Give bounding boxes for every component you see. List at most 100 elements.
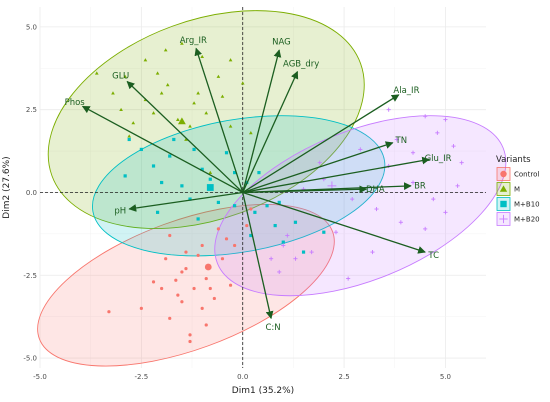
point-m-b20 xyxy=(435,130,440,135)
ellipse-control xyxy=(37,203,335,367)
point-m-b20 xyxy=(451,144,456,149)
point-m-b20 xyxy=(281,243,286,248)
variable-label-nag: NAG xyxy=(272,37,291,47)
point-m xyxy=(155,71,160,75)
point-m xyxy=(176,117,180,121)
point-control xyxy=(184,267,188,271)
point-m-b20 xyxy=(317,160,322,165)
point-control xyxy=(249,207,253,211)
point-control xyxy=(188,339,192,344)
point-m xyxy=(184,137,188,141)
point-m-b20 xyxy=(374,206,379,212)
point-m-b20 xyxy=(423,226,428,231)
point-m-b20 xyxy=(394,137,399,142)
variable-arrows: NAG AGB_dry Arg_IR GLU Phos Ala_IR TN Glu_IR BR D… xyxy=(65,36,452,333)
point-m-b10 xyxy=(160,180,164,185)
arrow-tc xyxy=(242,191,426,254)
point-control xyxy=(192,286,196,291)
point-m-b10 xyxy=(293,220,298,224)
point-m-b10 xyxy=(265,204,269,208)
point-m-b20 xyxy=(358,147,363,152)
point-m-b20 xyxy=(333,230,339,235)
point-control xyxy=(160,286,164,291)
legend-label-m-b10: M+B10 xyxy=(514,201,540,209)
point-m-b10 xyxy=(277,200,281,205)
arrow-glu xyxy=(126,80,244,193)
point-m-b10 xyxy=(233,170,237,175)
legend-label-control: Control xyxy=(514,171,539,179)
point-m-b10 xyxy=(200,167,204,171)
variable-label-arg-ir: Arg_IR xyxy=(180,36,207,46)
y-tick-label: 5.0 xyxy=(26,23,37,31)
variable-label-ala-ir: Ala_IR xyxy=(393,86,419,96)
point-m-b20 xyxy=(269,256,274,261)
point-control xyxy=(188,333,192,337)
x-tick-label: -2.5 xyxy=(135,373,149,381)
point-m-b10 xyxy=(249,233,253,238)
legend-marker-control xyxy=(500,170,507,178)
point-control xyxy=(220,257,225,261)
arrow-ala-ir xyxy=(242,94,400,194)
point-m-b20 xyxy=(443,210,448,215)
point-m-b10 xyxy=(172,137,176,142)
point-m xyxy=(188,124,192,128)
point-m xyxy=(163,48,168,52)
axis-ticks: -5.0 -2.5 0.0 2.5 5.0 -5.0 -2.5 0.0 2.5 5.0 xyxy=(23,23,451,381)
point-m-b20 xyxy=(293,256,298,261)
point-m-b10 xyxy=(322,230,326,234)
legend-title: Variants xyxy=(496,155,531,165)
point-m-b20 xyxy=(309,250,314,255)
point-control xyxy=(196,253,200,257)
point-m-b10 xyxy=(196,217,200,221)
point-control xyxy=(176,293,180,297)
variable-label-tn: TN xyxy=(395,136,408,146)
point-m-b10 xyxy=(139,147,143,152)
variable-label-tc: TC xyxy=(427,251,439,261)
y-tick-label: 0.0 xyxy=(26,189,37,197)
point-m xyxy=(220,94,225,98)
ellipse-m xyxy=(47,10,365,230)
point-m-b10 xyxy=(123,174,127,178)
point-m-b20 xyxy=(350,197,355,202)
point-m xyxy=(94,71,99,75)
point-m-b20 xyxy=(346,276,351,281)
variable-label-glu: GLU xyxy=(112,71,129,81)
point-control xyxy=(139,306,143,310)
point-control xyxy=(208,286,212,291)
legend-label-m: M xyxy=(514,186,520,194)
point-m-b10 xyxy=(151,164,156,168)
point-control xyxy=(245,223,249,228)
point-m-b10 xyxy=(233,204,237,208)
y-tick-label: -2.5 xyxy=(23,272,37,280)
point-m xyxy=(159,91,164,95)
mean-m xyxy=(177,117,186,125)
point-m-b10 xyxy=(127,137,131,142)
variable-label-br: BR xyxy=(414,181,426,191)
point-m-b20 xyxy=(370,250,375,255)
y-axis-title: Dim2 (27.6%) xyxy=(2,156,12,218)
point-m xyxy=(196,91,200,95)
variable-label-glu-ir: Glu_IR xyxy=(425,154,452,164)
point-m-b10 xyxy=(192,147,196,152)
point-control xyxy=(107,310,111,314)
point-m xyxy=(208,170,213,174)
y-tick-label: 2.5 xyxy=(26,106,37,114)
point-m-b10 xyxy=(180,184,184,188)
point-m xyxy=(180,41,184,45)
arrow-glu-ir xyxy=(242,156,431,194)
point-m xyxy=(240,81,245,85)
x-tick-label: 2.5 xyxy=(339,373,350,381)
mean-m-b10 xyxy=(206,184,214,191)
point-control xyxy=(212,296,216,301)
point-m xyxy=(216,74,221,78)
point-m-b10 xyxy=(168,154,172,158)
point-m-b20 xyxy=(410,150,416,155)
point-m-b10 xyxy=(188,197,192,201)
point-m-b20 xyxy=(277,269,282,275)
point-m-b20 xyxy=(455,183,460,188)
point-m xyxy=(143,58,148,62)
point-control xyxy=(184,250,188,254)
point-m-b10 xyxy=(216,200,220,205)
point-m-b10 xyxy=(155,210,160,214)
point-m xyxy=(165,82,170,87)
